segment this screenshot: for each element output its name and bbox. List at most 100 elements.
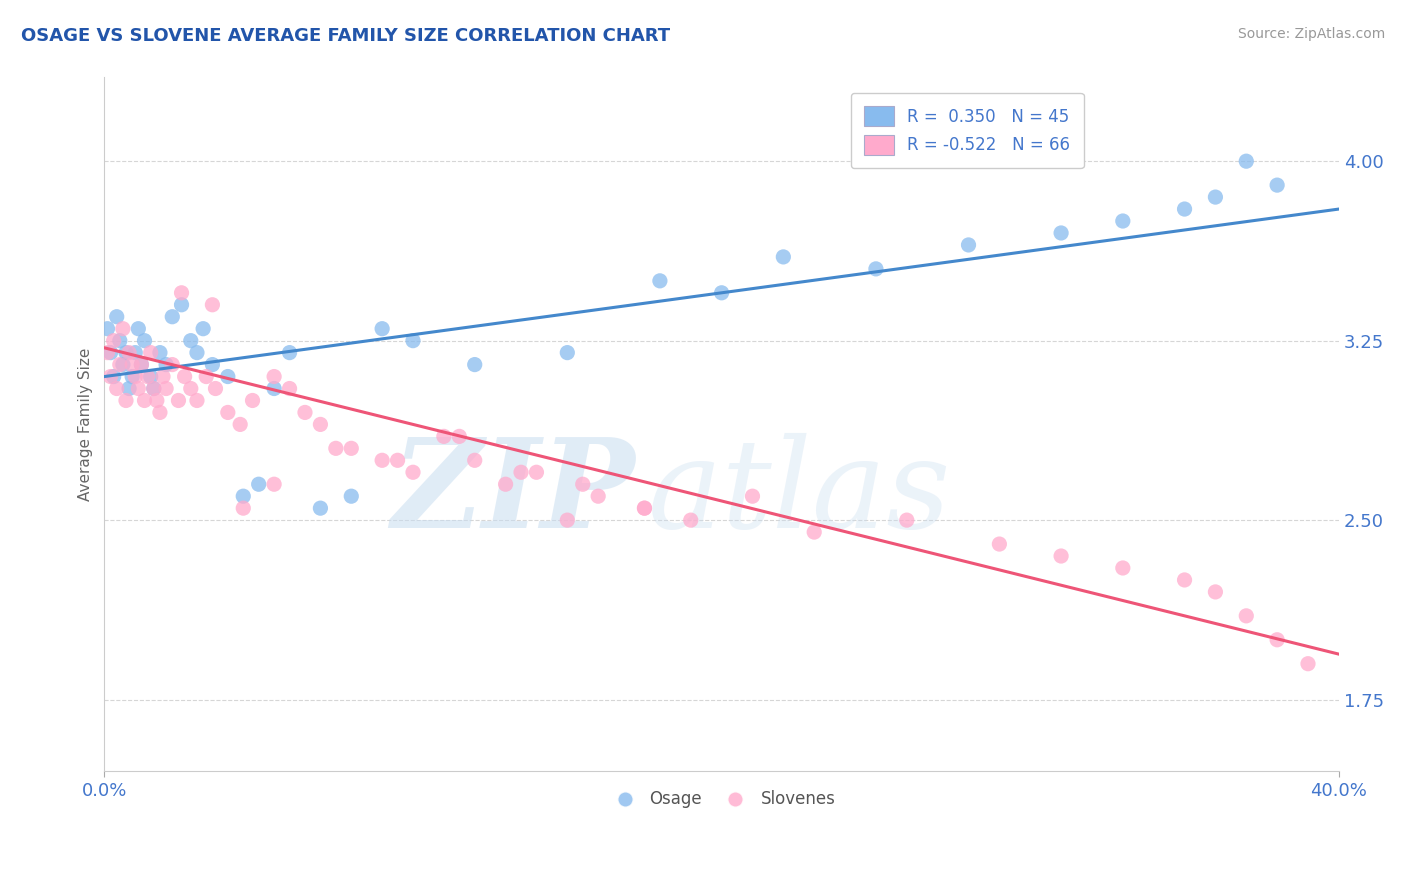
Point [142,382,165,396]
Point [526,465,548,479]
Point [309,501,332,516]
Point [180,334,202,348]
Point [263,369,285,384]
Point [103,334,125,348]
Point [710,285,733,300]
Point [152,369,174,384]
Point [191,321,214,335]
Point [96,345,118,359]
Point [263,382,285,396]
Point [142,382,165,396]
Text: atlas: atlas [648,433,950,555]
Point [1234,608,1257,623]
Point [139,369,162,384]
Point [263,477,285,491]
Point [149,345,172,359]
Point [648,274,671,288]
Point [124,345,146,359]
Point [134,393,156,408]
Point [131,358,153,372]
Point [495,477,517,491]
Point [278,382,301,396]
Point [217,405,239,419]
Point [309,417,332,432]
Point [1173,573,1195,587]
Point [217,369,239,384]
Point [111,321,134,335]
Point [127,382,149,396]
Text: ZIP: ZIP [391,433,636,555]
Point [155,382,177,396]
Point [201,298,224,312]
Point [108,334,131,348]
Point [186,345,208,359]
Point [134,334,156,348]
Point [103,369,125,384]
Point [195,369,218,384]
Point [115,393,138,408]
Point [1112,561,1135,575]
Point [433,429,456,443]
Point [1204,585,1226,599]
Y-axis label: Average Family Size: Average Family Size [79,348,93,501]
Point [96,321,118,335]
Point [105,382,128,396]
Point [633,501,655,516]
Point [111,358,134,372]
Point [155,358,177,372]
Point [115,345,138,359]
Point [118,345,141,359]
Point [100,345,122,359]
Point [232,501,254,516]
Point [402,334,425,348]
Point [118,382,141,396]
Point [371,453,394,467]
Point [170,285,193,300]
Point [1050,226,1073,240]
Point [186,393,208,408]
Point [229,417,252,432]
Point [325,442,347,456]
Text: OSAGE VS SLOVENE AVERAGE FAMILY SIZE CORRELATION CHART: OSAGE VS SLOVENE AVERAGE FAMILY SIZE COR… [21,27,671,45]
Point [1265,632,1288,647]
Point [741,489,763,503]
Point [464,453,486,467]
Point [232,489,254,503]
Point [149,405,172,419]
Point [387,453,409,467]
Point [371,321,394,335]
Point [170,298,193,312]
Point [131,358,153,372]
Point [957,238,980,252]
Point [162,310,184,324]
Point [108,358,131,372]
Legend: Osage, Slovenes: Osage, Slovenes [602,784,842,815]
Point [988,537,1011,551]
Point [247,477,270,491]
Point [139,345,162,359]
Point [204,382,226,396]
Point [127,321,149,335]
Point [679,513,702,527]
Point [1265,178,1288,193]
Point [633,501,655,516]
Point [449,429,471,443]
Point [1296,657,1319,671]
Point [340,489,363,503]
Point [1234,154,1257,169]
Point [100,369,122,384]
Point [124,369,146,384]
Point [294,405,316,419]
Point [464,358,486,372]
Point [803,525,825,540]
Point [1173,202,1195,216]
Point [278,345,301,359]
Point [162,358,184,372]
Point [772,250,794,264]
Point [510,465,533,479]
Point [201,358,224,372]
Point [586,489,609,503]
Point [136,369,159,384]
Point [167,393,190,408]
Point [1050,549,1073,563]
